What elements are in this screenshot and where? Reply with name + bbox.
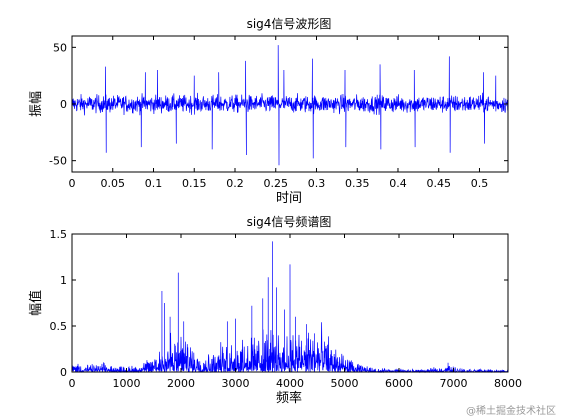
waveform-x-tick-label: 0 (69, 177, 76, 190)
spectrum-x-tick-label: 7000 (440, 377, 468, 390)
waveform-x-tick-label: 0.2 (226, 177, 244, 190)
spectrum-x-tick-label: 6000 (385, 377, 413, 390)
waveform-x-tick-label: 0.35 (345, 177, 370, 190)
waveform-x-ticks: 0 0.05 0.1 0.15 0.2 0.25 0.3 0.35 0.4 0.45 0.5 (69, 36, 489, 190)
waveform-x-tick-label: 0.5 (471, 177, 489, 190)
spectrum-x-tick-label: 2000 (167, 377, 195, 390)
waveform-ylabel: 振幅 (29, 91, 44, 117)
waveform-y-ticks: -50 0 50 (49, 41, 508, 168)
waveform-xlabel: 时间 (276, 191, 302, 206)
spectrum-y-ticks: 0 0.5 1 1.5 (50, 228, 508, 379)
waveform-title: sig4信号波形图 (247, 17, 332, 31)
waveform-line (71, 45, 509, 166)
spectrum-y-tick-label: 0.5 (50, 320, 68, 333)
waveform-chart: sig4信号波形图 0 0.05 0.1 0.15 0.2 0.25 0.3 0.35 0.4 0… (29, 17, 509, 206)
waveform-y-tick-label: -50 (49, 155, 67, 168)
spectrum-series (71, 241, 509, 374)
spectrum-x-tick-label: 5000 (331, 377, 359, 390)
spectrum-xlabel: 频率 (276, 390, 302, 406)
waveform-x-tick-label: 0.3 (308, 177, 326, 190)
spectrum-x-tick-label: 3000 (222, 377, 250, 390)
spectrum-x-tick-label: 0 (69, 377, 76, 390)
spectrum-x-tick-label: 8000 (494, 377, 522, 390)
spectrum-title: sig4信号频谱图 (247, 215, 332, 229)
watermark-text: @稀土掘金技术社区 (466, 404, 556, 417)
waveform-x-tick-label: 0.45 (426, 177, 451, 190)
spectrum-y-tick-label: 1.5 (50, 228, 68, 241)
waveform-series (71, 45, 509, 166)
waveform-y-tick-label: 0 (60, 98, 67, 111)
spectrum-x-tick-label: 1000 (113, 377, 141, 390)
spectrum-line (71, 241, 509, 374)
spectrum-chart: sig4信号频谱图 0 1000 2000 3000 4000 5000 6000 7000 8… (28, 215, 522, 406)
spectrum-y-tick-label: 0 (60, 366, 67, 379)
waveform-x-tick-label: 0.15 (182, 177, 207, 190)
waveform-x-tick-label: 0.25 (263, 177, 288, 190)
waveform-x-tick-label: 0.1 (145, 177, 163, 190)
waveform-x-tick-label: 0.4 (389, 177, 407, 190)
spectrum-x-ticks: 0 1000 2000 3000 4000 5000 6000 7000 8000 (69, 234, 522, 390)
waveform-x-tick-label: 0.05 (100, 177, 125, 190)
waveform-y-tick-label: 50 (53, 41, 67, 54)
spectrum-x-tick-label: 4000 (276, 377, 304, 390)
spectrum-y-tick-label: 1 (60, 274, 67, 287)
spectrum-ylabel: 幅值 (28, 290, 44, 316)
